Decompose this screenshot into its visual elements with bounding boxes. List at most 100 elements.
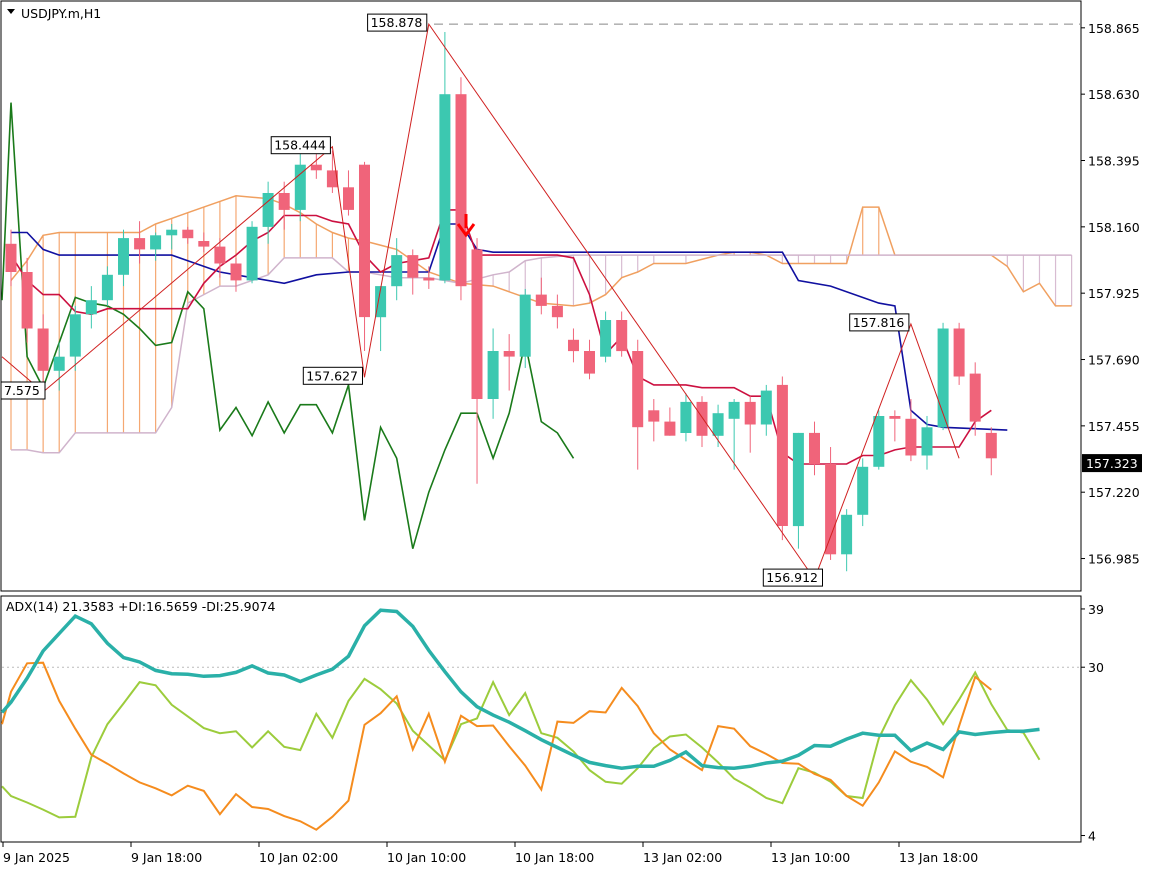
adx-panel-border: [0, 595, 1082, 843]
zigzag-label: 157.627: [306, 368, 358, 383]
time-axis: 9 Jan 2025 9 Jan 18:00 10 Jan 02:00 10 Jan …: [2, 842, 978, 865]
zigzag-label: 7.575: [4, 383, 40, 398]
candle-body: [310, 164, 322, 171]
time-tick-label: 10 Jan 10:00: [387, 850, 466, 865]
adx-line: [0, 608, 1040, 770]
candle-body: [696, 401, 708, 436]
candles: [5, 32, 997, 572]
candle-body: [262, 193, 274, 227]
zigzag-label-box: [270, 136, 331, 155]
zigzag-label-box: [302, 366, 363, 385]
candle-body: [584, 351, 595, 374]
candle-body: [21, 272, 33, 329]
candle-body: [37, 328, 49, 371]
candle-body: [134, 238, 146, 250]
price-tick-label: 156.985: [1088, 552, 1140, 567]
candle-body: [85, 300, 97, 315]
adx-axis: 39 30 4: [1081, 602, 1104, 844]
candle-body: [969, 373, 981, 422]
price-tick-label: 158.865: [1088, 21, 1140, 36]
time-tick-label: 13 Jan 18:00: [899, 850, 978, 865]
symbol-dropdown-icon[interactable]: [7, 9, 15, 14]
candle-body: [5, 243, 17, 272]
symbol-header: USDJPY.m,H1: [7, 6, 101, 21]
candle-body: [648, 410, 660, 422]
candle-body: [760, 390, 772, 425]
current-price-label: 157.323: [1086, 456, 1138, 471]
candle-body: [246, 226, 258, 281]
candle-body: [198, 241, 210, 247]
candle-body: [841, 514, 853, 555]
candle-body: [214, 246, 226, 264]
main-price-panel: 7.575 158.444 157.627 158.878 157.816 156.912…: [0, 0, 1082, 592]
candle-body: [680, 401, 692, 433]
candle-body: [455, 94, 467, 287]
candle-body: [471, 249, 483, 399]
adx-tick-label: 4: [1088, 829, 1096, 844]
sell-arrow-icon: [456, 214, 476, 238]
price-tick-label: 158.630: [1088, 87, 1140, 102]
zigzag-label-box: [762, 568, 823, 587]
zigzag-label: 158.878: [371, 15, 423, 30]
candle-body: [407, 255, 419, 278]
candle-body: [905, 418, 917, 456]
candle-body: [792, 432, 804, 527]
candle-body: [69, 314, 81, 357]
candle-body: [519, 294, 531, 357]
zigzag-label: 156.912: [766, 570, 818, 585]
zigzag-label-box: [367, 13, 428, 32]
candle-body: [375, 286, 387, 318]
zigzag-label-box: [0, 381, 46, 400]
candle-body: [150, 235, 162, 250]
price-labels: 7.575 158.444 157.627 158.878 157.816 156.912: [0, 13, 910, 587]
price-tick-label: 157.925: [1088, 286, 1140, 301]
minus-di-line: [1, 661, 992, 831]
candle-body: [359, 164, 370, 318]
plus-di-line: [1, 670, 1041, 819]
time-tick-label: 13 Jan 02:00: [643, 850, 722, 865]
time-tick-label: 10 Jan 02:00: [259, 850, 338, 865]
candle-body: [937, 328, 949, 428]
candle-body: [712, 413, 724, 436]
candle-body: [503, 351, 515, 357]
candle-body: [294, 164, 306, 210]
time-tick-label: 13 Jan 10:00: [771, 850, 850, 865]
adx-tick-label: 39: [1088, 602, 1104, 617]
candle-body: [326, 170, 338, 188]
candle-body: [278, 193, 290, 210]
candle-body: [873, 416, 885, 467]
candle-body: [616, 320, 628, 352]
adx-lines: [0, 608, 1080, 831]
candle-body: [391, 255, 403, 287]
candle-body: [343, 187, 354, 210]
candle-body: [953, 328, 965, 377]
candle-body: [487, 351, 499, 399]
zigzag-label: 157.816: [853, 315, 905, 330]
candle-body: [423, 277, 435, 281]
candle-body: [568, 339, 579, 352]
candle-body: [809, 432, 820, 464]
candle-body: [921, 427, 933, 456]
candle-body: [53, 356, 65, 371]
senkou-span-b: [11, 254, 1072, 454]
candle-body: [889, 416, 901, 419]
candle-body: [439, 94, 451, 281]
adx-label: ADX(14) 21.3583 +DI:16.5659 -DI:25.9074: [6, 599, 275, 614]
candle-body: [632, 351, 644, 428]
price-tick-label: 157.220: [1088, 485, 1140, 500]
price-axis: 158.865 158.630 158.395 158.160 157.925 157.6…: [1081, 21, 1142, 567]
price-tick-label: 157.690: [1088, 353, 1140, 368]
price-tick-label: 158.160: [1088, 220, 1140, 235]
candle-body: [166, 229, 178, 236]
adx-tick-label: 30: [1088, 660, 1104, 675]
candle-body: [551, 305, 563, 318]
candle-body: [776, 384, 788, 526]
candle-body: [744, 401, 756, 425]
candle-body: [230, 263, 242, 281]
price-tick-label: 158.395: [1088, 154, 1140, 169]
symbol-label: USDJPY.m,H1: [21, 6, 101, 21]
time-tick-label: 9 Jan 18:00: [131, 850, 202, 865]
candle-body: [825, 464, 837, 555]
zigzag-label-box: [849, 313, 910, 332]
